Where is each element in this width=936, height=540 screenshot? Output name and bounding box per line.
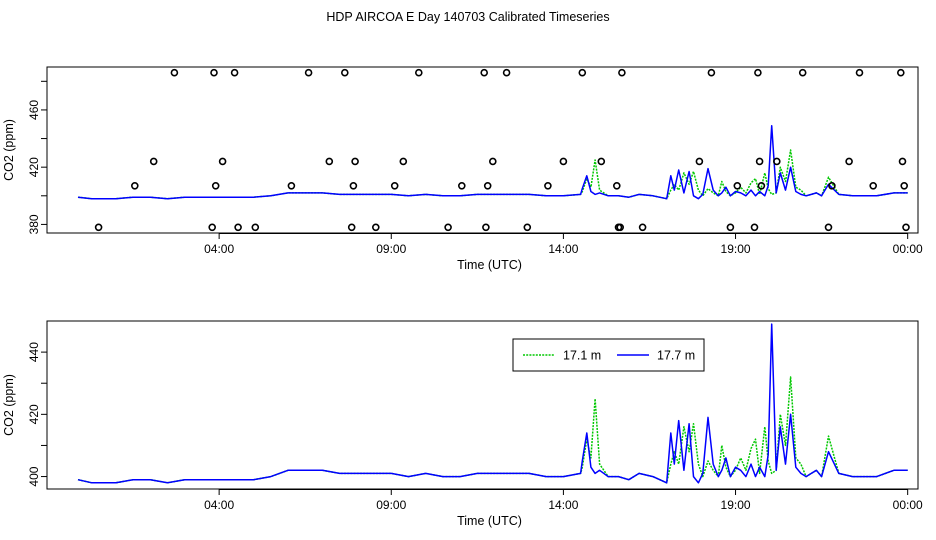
calibration-point	[544, 182, 552, 190]
calibration-point	[502, 68, 511, 77]
calibration-point	[444, 223, 452, 232]
x-axis-title: Time (UTC)	[457, 258, 522, 272]
y-tick-label: 420	[27, 157, 41, 177]
series-line-17-7-m	[77, 323, 908, 484]
x-tick-label: 04:00	[204, 498, 234, 512]
calibration-point	[757, 182, 766, 190]
series-group	[77, 323, 908, 484]
y-axis-title: CO2 (ppm)	[2, 119, 16, 181]
calibration-point	[900, 182, 909, 190]
series-line-17-1-m	[77, 376, 908, 484]
calibration-point	[828, 182, 836, 190]
calibration-point	[754, 68, 762, 77]
calibration-point	[304, 68, 313, 77]
calibration-point	[287, 182, 296, 190]
x-tick-label: 09:00	[376, 498, 406, 512]
calibration-point	[578, 68, 587, 77]
calibration-point	[695, 157, 704, 166]
calibration-point	[390, 182, 399, 190]
calibration-point	[559, 157, 568, 166]
x-tick-label: 09:00	[376, 242, 406, 256]
x-axis-title: Time (UTC)	[457, 514, 522, 528]
y-tick-label: 380	[27, 214, 41, 234]
x-tick-label: 19:00	[721, 498, 751, 512]
calibration-point	[869, 182, 878, 190]
calibration-point	[351, 157, 359, 166]
x-tick-label: 14:00	[548, 242, 578, 256]
y-tick-label: 440	[27, 342, 41, 362]
calibration-point	[211, 182, 220, 190]
plot-frame	[46, 320, 919, 490]
calibration-point	[824, 223, 833, 232]
calibration-point	[896, 68, 905, 77]
y-tick-label: 460	[27, 100, 41, 120]
calibration-point	[251, 223, 260, 232]
calibration-point	[483, 182, 492, 190]
calibration-point	[149, 157, 158, 166]
calibration-point	[347, 223, 356, 232]
calibration-point	[638, 223, 647, 232]
calibration-point	[399, 157, 408, 166]
calibration-point	[755, 157, 764, 166]
calibration-point	[845, 157, 853, 166]
bottom-panel-timeseries: 04:00 09:00 14:00 19:00 00:00 400 420 440 Time (…	[2, 320, 923, 528]
series-line-17-7-m	[77, 124, 908, 200]
calibration-point	[612, 182, 621, 190]
calibration-point	[772, 157, 781, 166]
calibration-point	[457, 182, 466, 190]
calibration-point	[855, 68, 864, 77]
calibration-point	[210, 68, 218, 77]
calibration-point	[340, 68, 349, 77]
calibration-point	[234, 223, 242, 232]
calibration-point	[94, 223, 103, 232]
x-tick-label: 00:00	[893, 498, 923, 512]
calibration-point	[131, 182, 139, 190]
calibration-point	[798, 68, 807, 77]
series-group	[77, 124, 908, 200]
calibration-point	[482, 223, 490, 232]
calibration-point	[218, 157, 227, 166]
x-tick-label: 19:00	[721, 242, 751, 256]
calibration-point	[902, 223, 910, 232]
legend-label: 17.7 m	[657, 349, 695, 363]
calibration-point	[523, 223, 532, 232]
legend-label: 17.1 m	[563, 349, 601, 363]
calibration-point	[325, 157, 334, 166]
calibration-point	[616, 223, 625, 232]
top-panel-timeseries-with-calibration-points: 04:00 09:00 14:00 19:00 00:00 380 420 460 Time (…	[2, 66, 923, 272]
legend-box	[512, 338, 705, 372]
y-tick-label: 420	[27, 404, 41, 424]
calibration-point	[707, 68, 716, 77]
calibration-point	[208, 223, 216, 232]
legend: 17.1 m 17.7 m	[512, 338, 705, 372]
calibration-point	[898, 157, 907, 166]
figure-title: HDP AIRCOA E Day 140703 Calibrated Times…	[326, 10, 609, 24]
calibration-point	[750, 223, 759, 232]
calibration-point	[230, 68, 239, 77]
y-tick-label: 400	[27, 466, 41, 486]
calibration-point	[480, 68, 489, 77]
calibration-point	[618, 68, 626, 77]
x-tick-label: 14:00	[548, 498, 578, 512]
y-axis-title: CO2 (ppm)	[2, 374, 16, 436]
calibration-point	[170, 68, 179, 77]
calibration-point	[597, 157, 606, 166]
calibration-point	[371, 223, 380, 232]
calibration-point	[488, 157, 497, 166]
x-tick-label: 04:00	[204, 242, 234, 256]
calibration-point	[414, 68, 423, 77]
calibration-point	[726, 223, 735, 232]
x-tick-label: 00:00	[893, 242, 923, 256]
calibration-points	[94, 68, 910, 232]
calibration-point	[349, 182, 358, 190]
series-line-17-1-m	[77, 149, 908, 200]
plot-frame	[46, 66, 919, 234]
calibration-point	[733, 182, 742, 190]
